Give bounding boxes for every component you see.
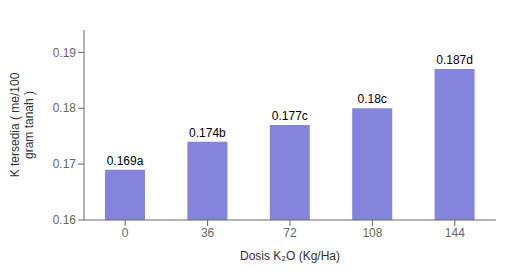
svg-text:0.19: 0.19: [53, 46, 77, 60]
svg-text:72: 72: [283, 226, 297, 240]
svg-text:Dosis K₂O (Kg/Ha): Dosis K₂O (Kg/Ha): [240, 249, 340, 263]
svg-text:144: 144: [445, 226, 465, 240]
svg-text:0.177c: 0.177c: [272, 109, 308, 123]
svg-text:0.18c: 0.18c: [358, 92, 387, 106]
svg-text:0.16: 0.16: [53, 213, 77, 227]
svg-text:36: 36: [201, 226, 215, 240]
svg-text:0.17: 0.17: [53, 157, 77, 171]
svg-text:0.169a: 0.169a: [107, 154, 144, 168]
svg-text:0.187d: 0.187d: [436, 53, 473, 67]
svg-text:K tersedia ( me/100gram tanah: K tersedia ( me/100gram tanah ): [8, 72, 36, 177]
svg-text:108: 108: [362, 226, 382, 240]
svg-text:0: 0: [122, 226, 129, 240]
svg-text:0.18: 0.18: [53, 101, 77, 115]
svg-text:0.174b: 0.174b: [189, 126, 226, 140]
